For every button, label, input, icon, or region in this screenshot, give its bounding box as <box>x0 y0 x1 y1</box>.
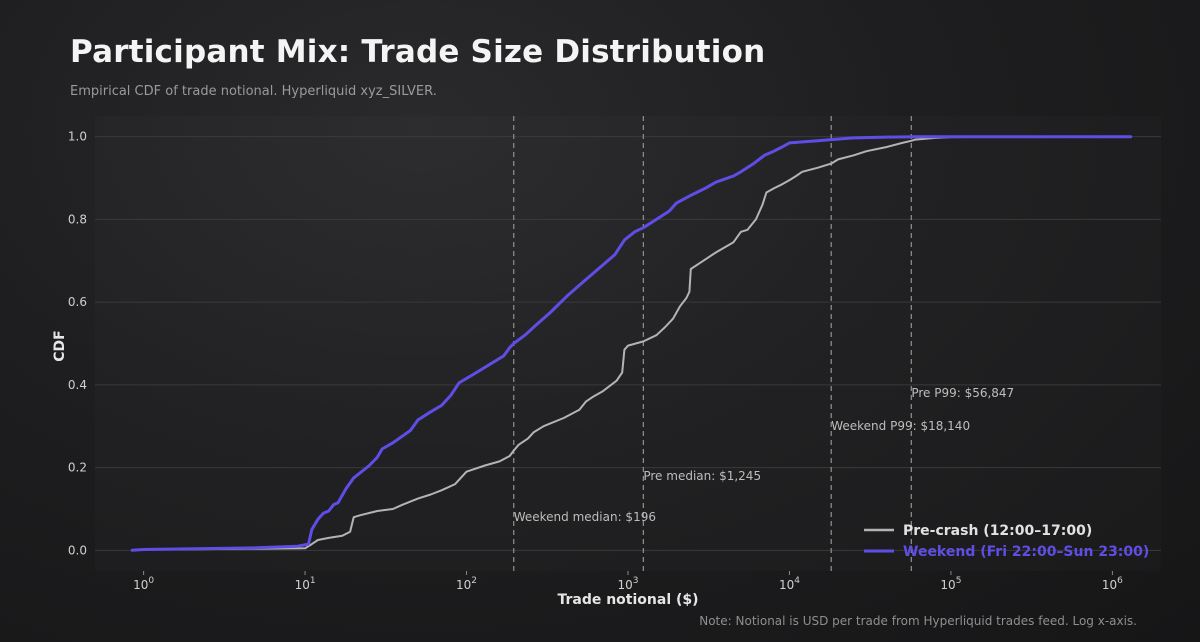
x-tick-label: 105 <box>940 576 961 592</box>
x-tick-label: 101 <box>295 576 316 592</box>
tick-layer: 0.0 0.2 0.4 0.6 0.8 1.0 100 101 102 103 104 105 106 <box>68 130 1123 592</box>
chart-subtitle: Empirical CDF of trade notional. Hyperli… <box>70 84 437 99</box>
y-tick-label: 0.6 <box>68 295 87 309</box>
x-axis-label: Trade notional ($) <box>557 592 698 608</box>
y-tick-label: 1.0 <box>68 130 87 144</box>
series-line-pre-crash <box>131 135 1114 552</box>
x-tick-label: 100 <box>133 576 154 592</box>
grid-layer <box>95 136 1161 551</box>
legend-label-weekend: Weekend (Fri 22:00–Sun 23:00) <box>903 544 1149 560</box>
y-tick-label: 0.8 <box>68 212 87 226</box>
y-tick-label: 0.2 <box>68 461 87 475</box>
y-tick-label: 0.4 <box>68 378 87 392</box>
footnote: Note: Notional is USD per trade from Hyp… <box>699 614 1137 628</box>
legend: Pre-crash (12:00–17:00) Weekend (Fri 22:… <box>864 523 1149 560</box>
x-tick-label: 103 <box>617 576 638 592</box>
reference-annotation: Pre P99: $56,847 <box>911 386 1014 400</box>
chart-title: Participant Mix: Trade Size Distribution <box>70 34 766 70</box>
series-layer <box>130 135 1133 552</box>
annotation-layer: Weekend median: $196 Pre median: $1,245 We… <box>514 386 1014 524</box>
reference-annotation: Weekend median: $196 <box>514 510 656 524</box>
x-tick-label: 106 <box>1102 576 1123 592</box>
plot-area <box>95 116 1161 571</box>
reference-annotation: Pre median: $1,245 <box>643 469 761 483</box>
x-tick-label: 102 <box>456 576 477 592</box>
y-axis-label: CDF <box>52 330 68 361</box>
x-tick-label: 104 <box>779 576 800 592</box>
reference-annotation: Weekend P99: $18,140 <box>831 419 970 433</box>
series-line-weekend <box>130 135 1133 552</box>
y-tick-label: 0.0 <box>68 543 87 557</box>
legend-label-pre-crash: Pre-crash (12:00–17:00) <box>903 523 1092 539</box>
